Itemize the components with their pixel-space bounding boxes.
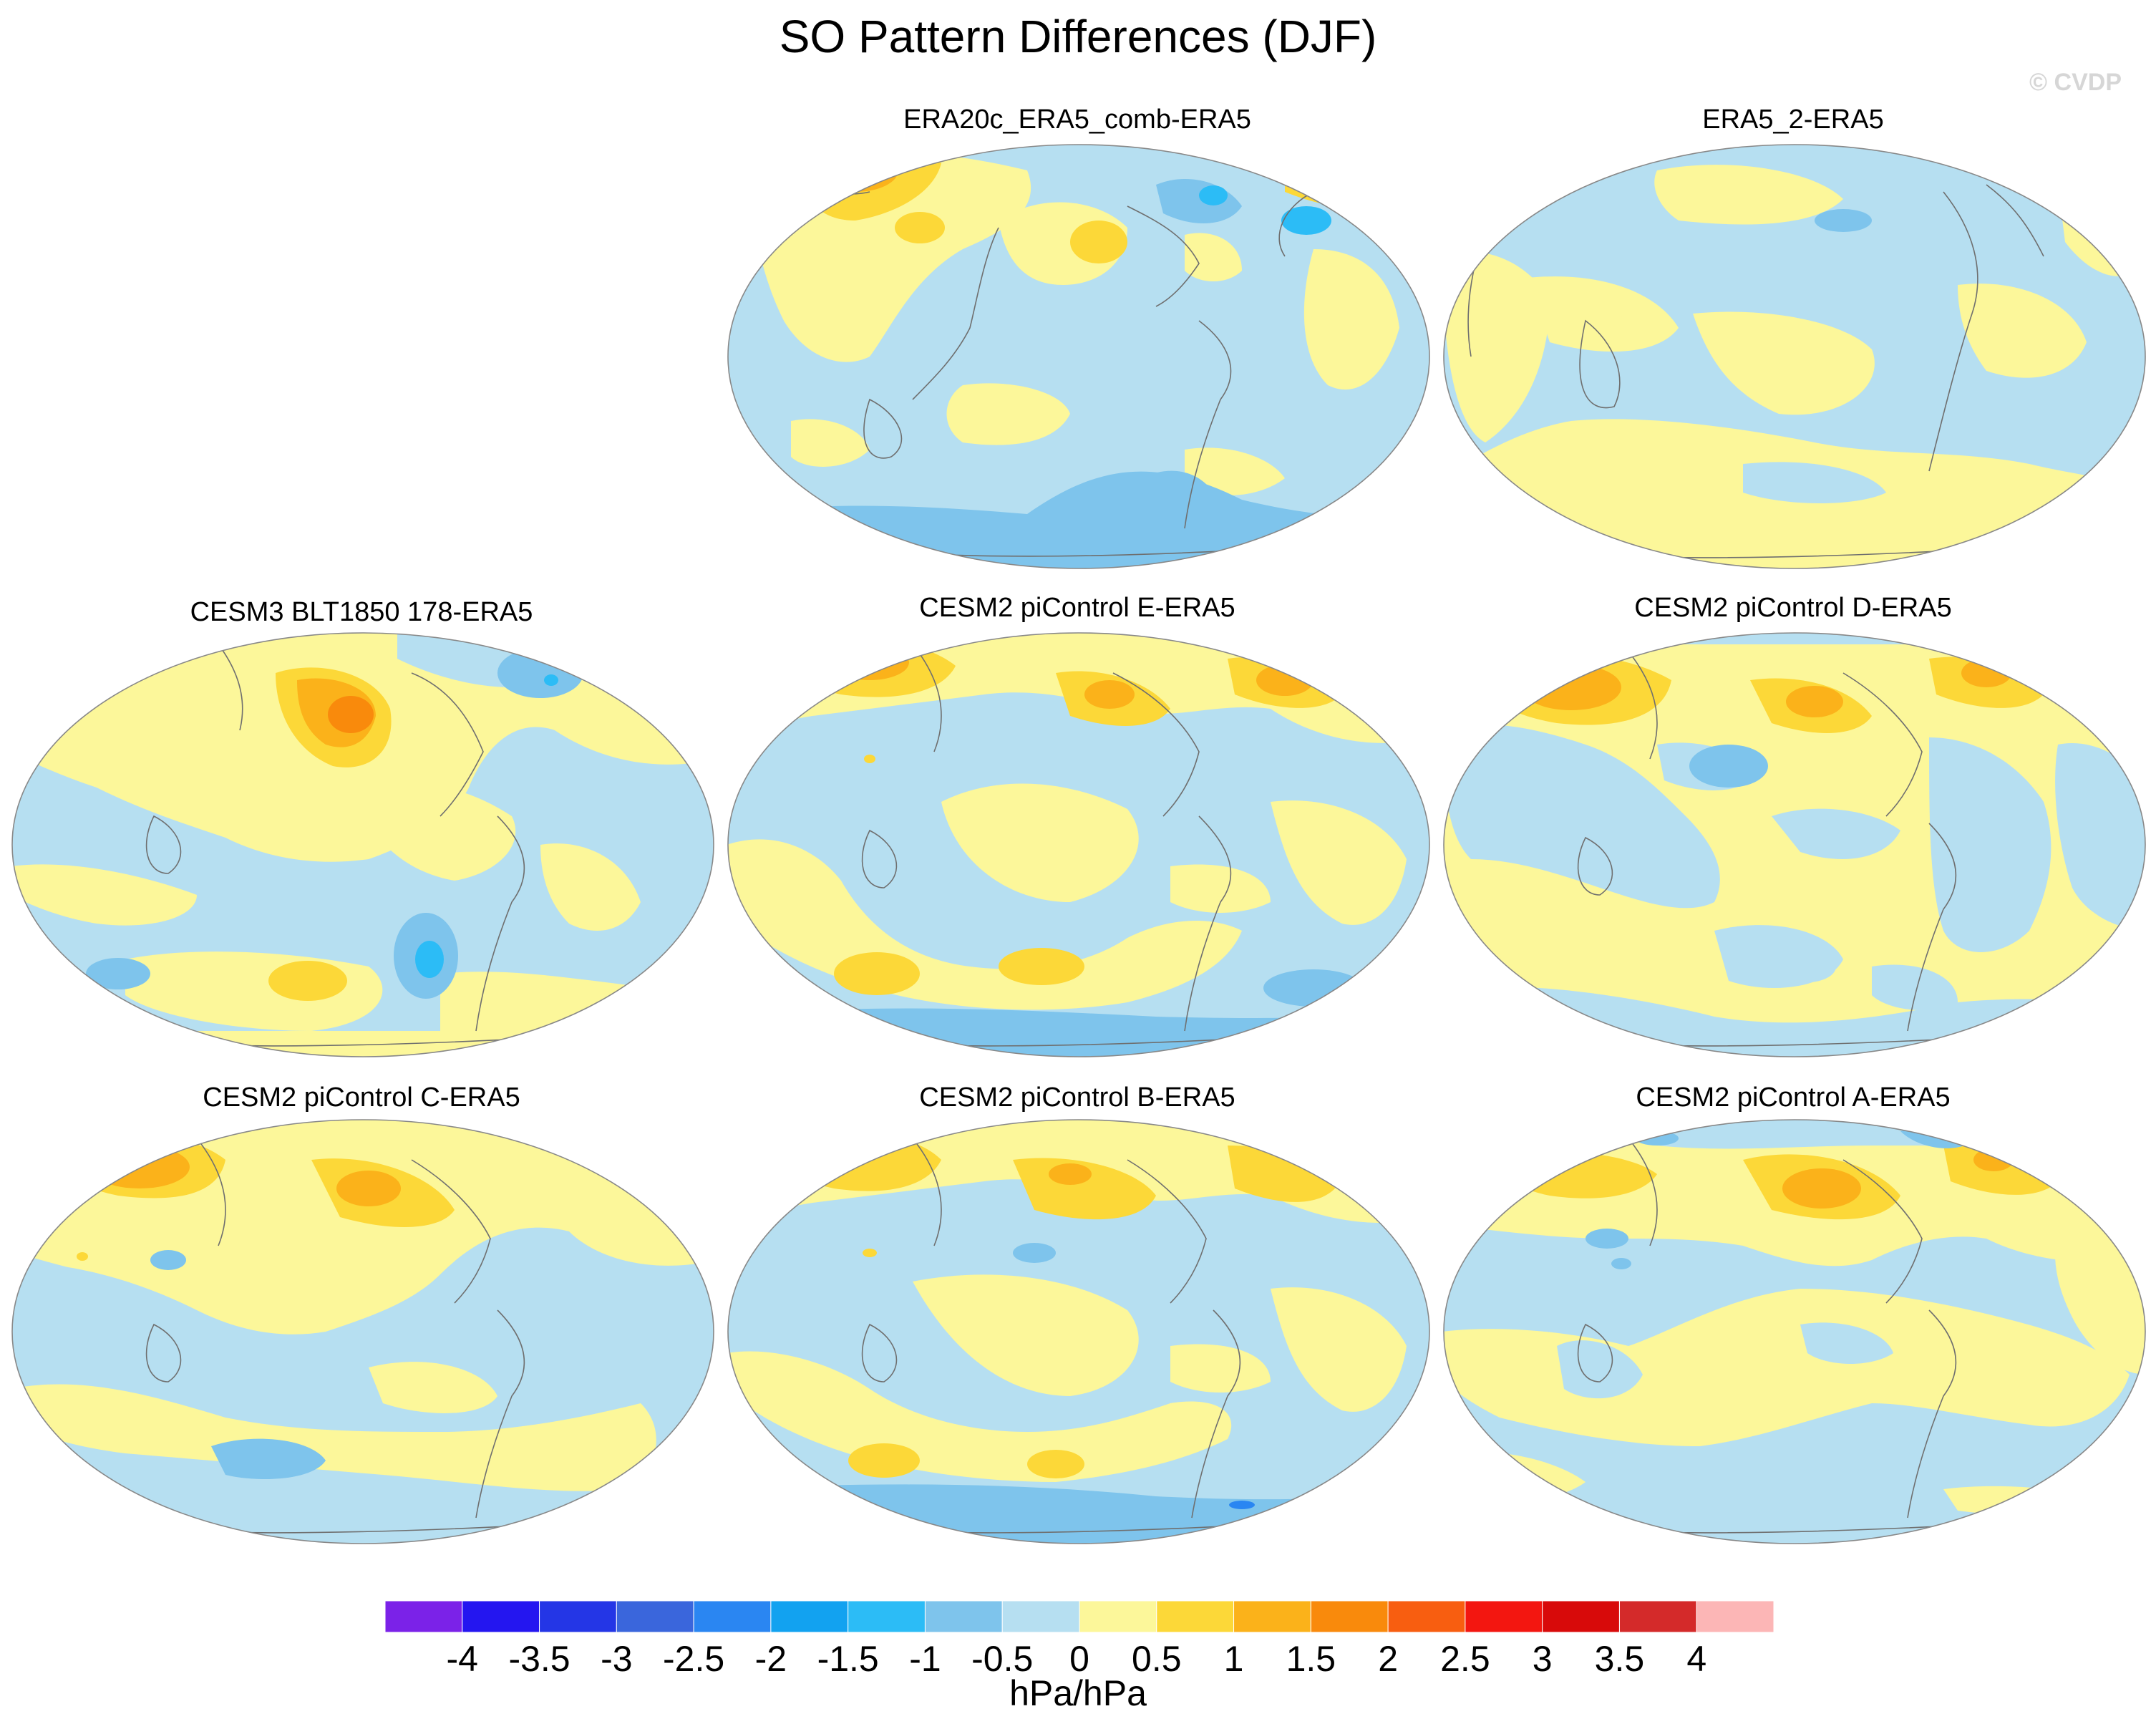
panel-title-1: ERA20c_ERA5_comb-ERA5 — [903, 105, 1251, 135]
colorbar-swatch — [1542, 1601, 1620, 1633]
map-panel-5 — [1443, 632, 2146, 1057]
map-panel-7 — [727, 1119, 1430, 1544]
colorbar-tick-label: 0 — [1069, 1639, 1089, 1679]
colorbar-tick-label: 1.5 — [1286, 1639, 1336, 1679]
map-panel-3 — [11, 632, 714, 1057]
colorbar-swatch — [1310, 1601, 1389, 1633]
colorbar-swatch — [385, 1601, 463, 1633]
colorbar-tick-label: 3.5 — [1594, 1639, 1645, 1679]
panel-title-5: CESM2 piControl D-ERA5 — [1634, 593, 1952, 623]
colorbar-swatch — [1465, 1601, 1543, 1633]
colorbar-swatch — [1233, 1601, 1311, 1633]
panel-title-7: CESM2 piControl B-ERA5 — [919, 1083, 1235, 1113]
colorbar-swatch — [770, 1601, 849, 1633]
map-panel-1 — [727, 144, 1430, 569]
colorbar-tick-label: -2.5 — [663, 1639, 725, 1679]
map-panel-2 — [1443, 144, 2146, 569]
colorbar-swatch — [924, 1601, 1003, 1633]
colorbar-tick-label: 2.5 — [1440, 1639, 1490, 1679]
colorbar-swatch — [1387, 1601, 1466, 1633]
colorbar-tick-label: -3.5 — [508, 1639, 570, 1679]
colorbar-tick-label: -4 — [446, 1639, 478, 1679]
colorbar-tick-label: 0.5 — [1132, 1639, 1182, 1679]
colorbar-swatch — [1156, 1601, 1235, 1633]
panel-title-8: CESM2 piControl A-ERA5 — [1636, 1083, 1951, 1113]
colorbar-tick-label: -2 — [754, 1639, 787, 1679]
colorbar-tick-label: 2 — [1378, 1639, 1399, 1679]
colorbar-tick-label: 4 — [1686, 1639, 1707, 1679]
colorbar-swatch — [539, 1601, 617, 1633]
colorbar-swatch — [848, 1601, 926, 1633]
colorbar-units: hPa/hPa — [1009, 1673, 1147, 1713]
colorbar-tick-label: -1.5 — [817, 1639, 879, 1679]
colorbar-swatch — [693, 1601, 772, 1633]
panel-title-2: ERA5_2-ERA5 — [1702, 105, 1884, 135]
panel-title-6: CESM2 piControl C-ERA5 — [203, 1083, 520, 1113]
colorbar-swatch — [1079, 1601, 1157, 1633]
colorbar-tick-label: -1 — [909, 1639, 941, 1679]
colorbar-tick-label: -0.5 — [971, 1639, 1034, 1679]
map-panel-6 — [11, 1119, 714, 1544]
colorbar-swatch — [462, 1601, 540, 1633]
colorbar-swatch — [1696, 1601, 1774, 1633]
panel-title-4: CESM2 piControl E-ERA5 — [919, 593, 1235, 623]
colorbar-swatch — [616, 1601, 694, 1633]
map-panel-4 — [727, 632, 1430, 1057]
colorbar-swatch — [1618, 1601, 1697, 1633]
colorbar-tick-label: -3 — [601, 1639, 633, 1679]
colorbar — [385, 1601, 1774, 1633]
colorbar-swatch — [1001, 1601, 1080, 1633]
colorbar-tick-label: 3 — [1532, 1639, 1553, 1679]
watermark: © CVDP — [2029, 69, 2122, 96]
colorbar-tick-label: 1 — [1223, 1639, 1244, 1679]
panel-title-3: CESM3 BLT1850 178-ERA5 — [190, 597, 533, 627]
colorbar-labels: -4 -3.5 -3 -2.5 -2 -1.5 -1 -0.5 0 0.5 1 1.5 2 2.5 3 3.5… — [0, 1638, 2156, 1681]
figure-title: SO Pattern Differences (DJF) — [779, 11, 1377, 62]
map-panel-8 — [1443, 1119, 2146, 1544]
